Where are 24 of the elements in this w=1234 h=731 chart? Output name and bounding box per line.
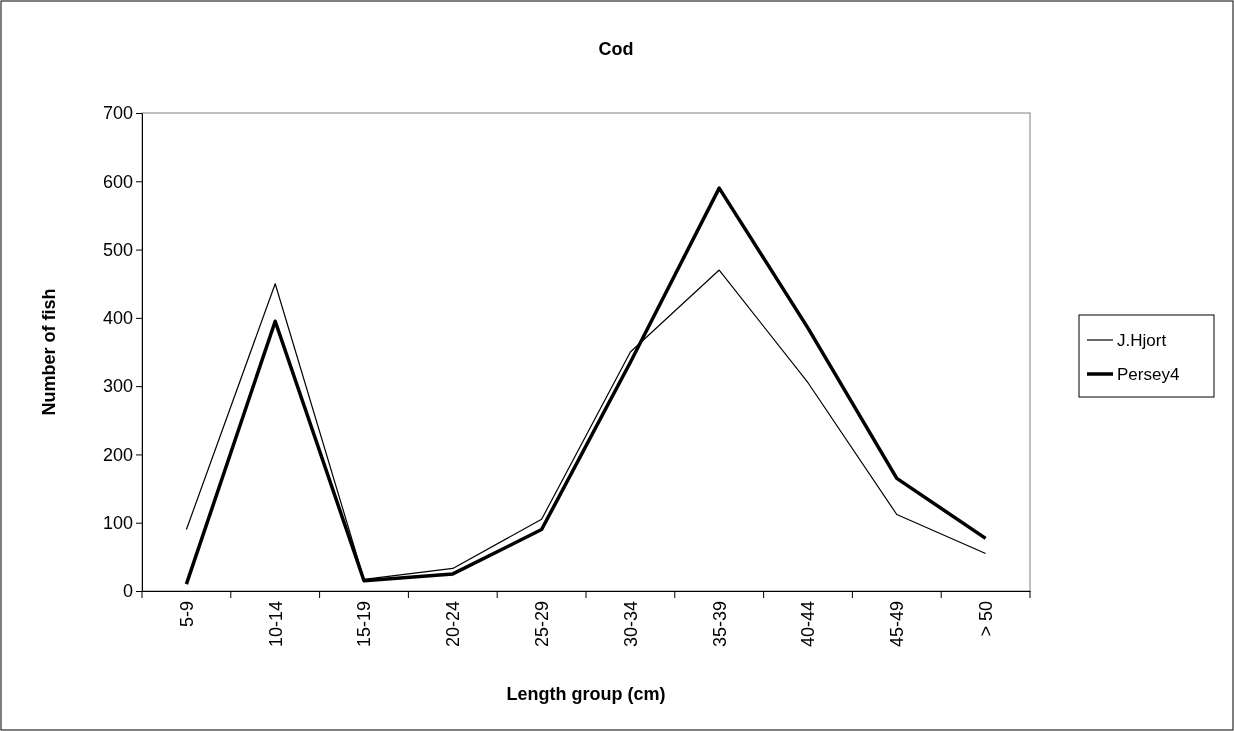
y-tick-label: 700 xyxy=(102,103,133,124)
x-tick-label: 45-49 xyxy=(887,601,908,648)
y-tick-label: 300 xyxy=(102,376,133,397)
x-tick-label: 30-34 xyxy=(620,601,641,648)
x-axis-title: Length group (cm) xyxy=(506,684,666,704)
x-tick-label: 25-29 xyxy=(531,601,552,648)
x-tick-label: 40-44 xyxy=(798,601,819,648)
legend-label: J.Hjort xyxy=(1117,331,1167,350)
chart-title: Cod xyxy=(598,39,634,59)
x-tick-label: 35-39 xyxy=(709,601,730,648)
x-tick-label: 10-14 xyxy=(265,601,286,648)
y-tick-label: 500 xyxy=(102,239,133,260)
y-tick-label: 400 xyxy=(102,308,133,329)
x-tick-label: 15-19 xyxy=(354,601,375,648)
legend-label: Persey4 xyxy=(1117,365,1180,384)
x-tick-label: > 50 xyxy=(975,601,996,637)
y-tick-label: 600 xyxy=(102,171,133,192)
y-tick-label: 0 xyxy=(122,581,133,602)
y-axis-title: Number of fish xyxy=(39,288,59,416)
y-tick-label: 200 xyxy=(102,444,133,465)
x-tick-label: 20-24 xyxy=(443,601,464,648)
y-tick-label: 100 xyxy=(102,512,133,533)
line-series xyxy=(184,186,988,586)
x-tick-label: 5-9 xyxy=(176,601,197,628)
